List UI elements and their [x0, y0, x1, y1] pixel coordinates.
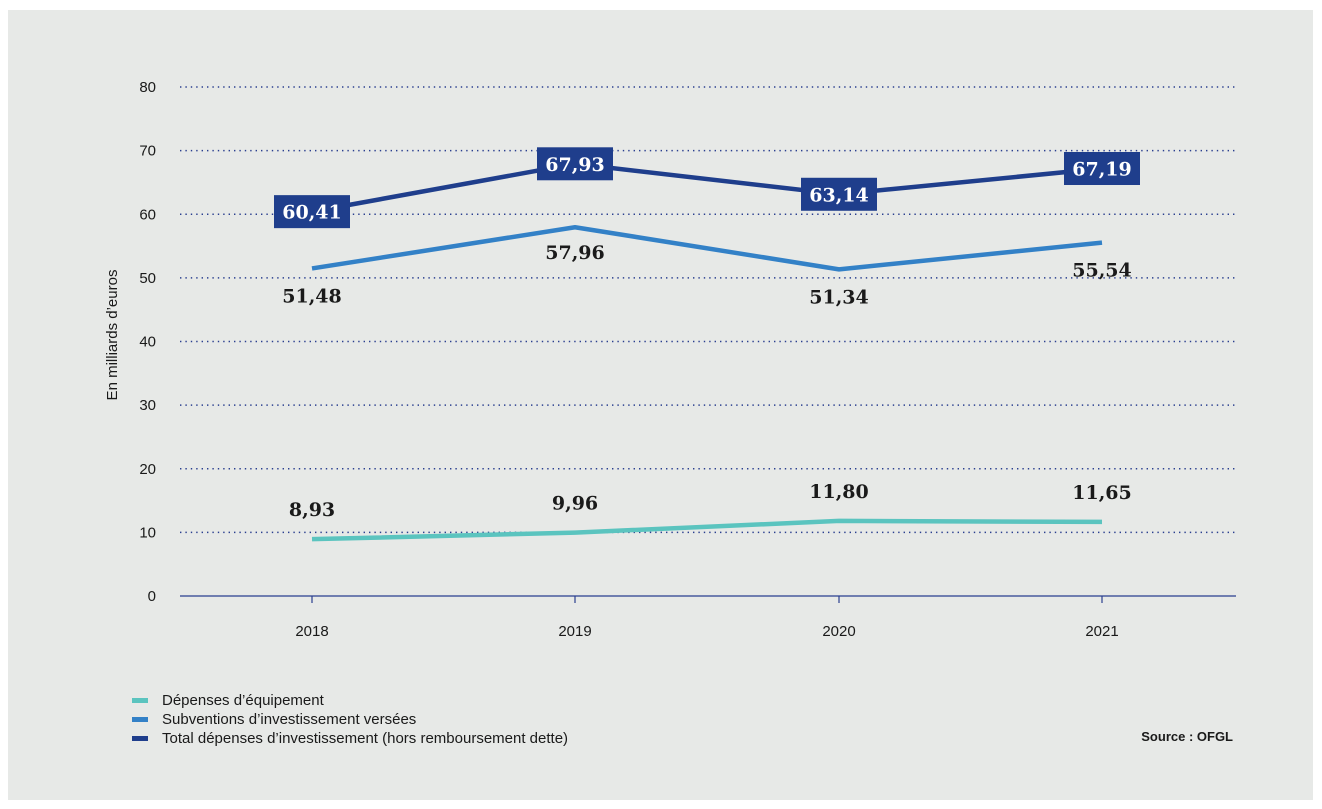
source-note: Source : OFGL [1141, 729, 1233, 744]
series-line-2 [311, 161, 1103, 214]
data-label-box [274, 195, 350, 229]
y-tick-label: 70 [139, 143, 156, 160]
legend-label-equipement: Dépenses d’équipement [162, 692, 324, 709]
data-label-box [801, 177, 877, 211]
x-tick-label: 2019 [558, 623, 591, 640]
legend-swatch-total [132, 736, 148, 741]
series-line-0 [311, 518, 1103, 542]
x-tick-label: 2020 [822, 623, 855, 640]
y-tick-label: 60 [139, 206, 156, 223]
line-chart: 0 10 20 30 40 50 60 70 80 2018 2019 2020 2021 En mill… [104, 79, 1236, 640]
y-tick-label: 30 [139, 397, 156, 414]
data-label: 60,41 [282, 202, 342, 224]
y-tick-label: 0 [148, 588, 156, 605]
legend-item-equipement: Dépenses d’équipement [132, 691, 568, 710]
y-tick-label: 20 [139, 461, 156, 478]
chart-panel: 0 10 20 30 40 50 60 70 80 2018 2019 2020 2021 En mill… [8, 10, 1313, 800]
y-tick-label: 10 [139, 524, 156, 541]
data-label: 67,93 [545, 154, 605, 176]
data-label: 67,19 [1072, 159, 1132, 181]
legend-item-total: Total dépenses d’investissement (hors re… [132, 729, 568, 748]
data-label: 9,96 [552, 493, 598, 515]
legend-swatch-subventions [132, 717, 148, 722]
data-label: 51,34 [809, 286, 869, 308]
x-tick-label: 2021 [1085, 623, 1118, 640]
data-label-box [1064, 152, 1140, 186]
series-line-1 [311, 224, 1103, 272]
data-label-box [537, 147, 613, 181]
legend-swatch-equipement [132, 698, 148, 703]
y-tick-label: 80 [139, 79, 156, 96]
legend-label-total: Total dépenses d’investissement (hors re… [162, 730, 569, 747]
data-label: 11,65 [1072, 482, 1132, 504]
data-label: 8,93 [289, 499, 335, 521]
data-label: 51,48 [282, 285, 342, 307]
legend-label-subventions: Subventions d’investissement versées [162, 711, 417, 728]
x-tick-label: 2018 [295, 623, 328, 640]
data-label: 11,80 [809, 481, 869, 503]
y-tick-label: 40 [139, 334, 156, 351]
legend-item-subventions: Subventions d’investissement versées [132, 710, 568, 729]
data-label: 55,54 [1072, 260, 1132, 282]
y-axis-title: En milliards d’euros [104, 270, 121, 401]
legend: Dépenses d’équipement Subventions d’inve… [132, 691, 568, 748]
data-label: 63,14 [809, 184, 869, 206]
data-label: 57,96 [545, 242, 605, 264]
y-tick-label: 50 [139, 270, 156, 287]
